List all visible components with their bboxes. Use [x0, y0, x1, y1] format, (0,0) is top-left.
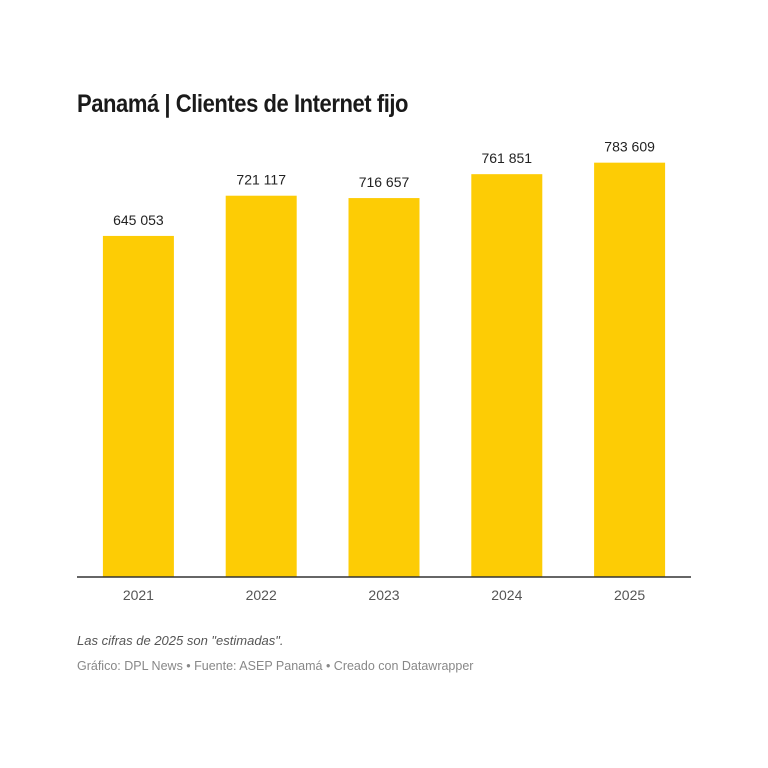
value-label-2024: 761 851 [481, 150, 532, 166]
x-tick-label-2025: 2025 [614, 587, 645, 603]
x-tick-label-2022: 2022 [246, 587, 277, 603]
value-label-2022: 721 117 [236, 172, 286, 188]
chart-credit: Gráfico: DPL News • Fuente: ASEP Panamá … [77, 659, 474, 673]
bar-2021 [102, 235, 174, 577]
x-tick-label-2021: 2021 [123, 587, 154, 603]
value-label-2021: 645 053 [113, 212, 164, 228]
value-label-2025: 783 609 [604, 139, 655, 155]
bar-2024 [471, 174, 543, 578]
bar-2022 [225, 195, 297, 577]
x-tick-label-2024: 2024 [491, 587, 522, 603]
bar-2023 [348, 198, 420, 577]
bar-2025 [594, 162, 666, 577]
chart-note: Las cifras de 2025 son "estimadas". [77, 633, 284, 648]
x-tick-label-2023: 2023 [368, 587, 399, 603]
chart-title: Panamá | Clientes de Internet fijo [77, 90, 409, 118]
value-label-2023: 716 657 [359, 174, 410, 190]
